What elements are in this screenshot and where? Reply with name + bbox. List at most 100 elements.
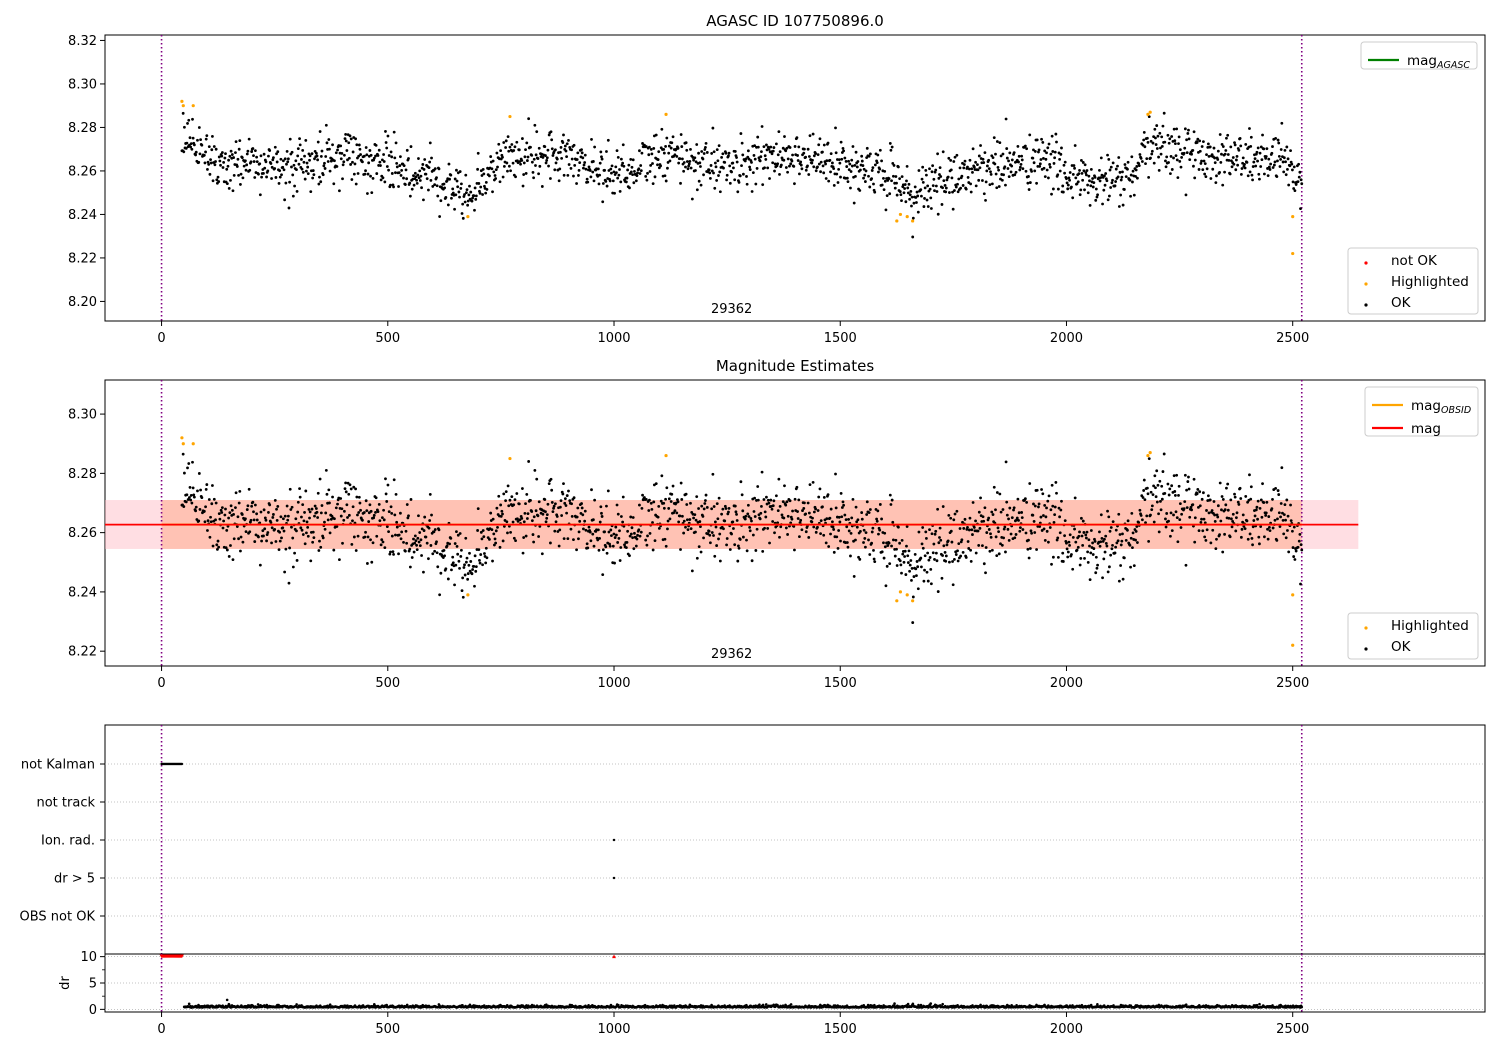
ok-point — [1045, 529, 1049, 533]
ok-point — [822, 533, 826, 537]
ok-point — [547, 164, 550, 168]
ok-point — [495, 151, 499, 155]
ok-point — [755, 167, 759, 170]
ok-point — [955, 153, 959, 157]
ok-point — [242, 164, 246, 168]
ok-point — [1126, 528, 1129, 532]
ok-point — [1009, 170, 1013, 174]
ok-point — [904, 573, 908, 576]
ok-point — [1142, 478, 1146, 482]
highlighted-point — [664, 453, 668, 458]
ok-point — [209, 158, 212, 162]
ok-point — [359, 153, 362, 156]
ok-point — [288, 180, 292, 184]
ok-point — [1154, 136, 1157, 140]
ok-point — [992, 485, 996, 489]
ok-point — [1273, 518, 1277, 522]
ok-point — [1258, 506, 1262, 510]
ok-point — [394, 171, 397, 175]
ok-point — [1177, 484, 1181, 488]
ok-point — [562, 173, 566, 177]
ok-point — [748, 525, 752, 529]
ok-point — [720, 155, 724, 159]
ok-point — [629, 158, 633, 161]
ok-point — [437, 528, 441, 532]
ok-point — [1084, 536, 1088, 540]
ok-point — [1168, 137, 1172, 141]
ok-point — [392, 185, 395, 189]
ok-point — [898, 177, 902, 181]
ok-point — [812, 154, 816, 158]
ok-point — [259, 510, 263, 514]
ok-point — [996, 166, 1000, 169]
ok-point — [645, 543, 649, 547]
ok-point — [976, 163, 979, 167]
ok-point — [1085, 169, 1089, 172]
ok-point — [263, 516, 267, 520]
ok-point — [580, 502, 583, 505]
ok-point — [1277, 493, 1281, 496]
ok-point — [385, 165, 389, 168]
ok-point — [735, 519, 739, 522]
ok-point — [219, 163, 222, 167]
ok-point — [652, 500, 656, 504]
ok-point — [1103, 537, 1106, 541]
ok-point — [605, 150, 608, 153]
ok-point — [1149, 513, 1152, 517]
ok-point — [395, 525, 399, 529]
ok-point — [207, 145, 211, 149]
ok-point — [1246, 174, 1250, 178]
ok-point — [814, 169, 818, 173]
ok-point — [572, 143, 576, 147]
ok-point — [482, 172, 486, 176]
ok-point — [1175, 127, 1179, 131]
ok-point — [428, 519, 432, 522]
ok-point — [430, 513, 433, 517]
ok-point — [393, 513, 397, 517]
ok-point — [454, 193, 458, 197]
ok-point — [959, 540, 963, 544]
ok-point — [559, 499, 563, 502]
ok-point — [1198, 149, 1202, 153]
ok-point — [1229, 145, 1233, 149]
ok-point — [785, 500, 789, 504]
ok-point — [530, 160, 534, 164]
ok-point — [1099, 540, 1103, 544]
ok-point — [502, 141, 506, 144]
ok-point — [613, 561, 616, 565]
ok-point — [1206, 142, 1210, 146]
ok-point — [317, 182, 321, 186]
ok-point — [859, 168, 862, 172]
ok-point — [258, 162, 262, 166]
ok-point — [900, 571, 903, 575]
ok-point — [1018, 526, 1022, 529]
ok-point — [622, 164, 626, 168]
ok-point — [788, 146, 792, 149]
ok-point — [382, 153, 386, 156]
ok-point — [1032, 502, 1035, 506]
ok-point — [1279, 148, 1283, 151]
flag-point — [180, 762, 184, 766]
ok-point — [1262, 147, 1266, 151]
ok-point — [762, 498, 766, 501]
ok-point — [929, 567, 933, 571]
ok-point — [564, 504, 568, 507]
ok-point — [960, 174, 964, 178]
ok-point — [408, 547, 412, 551]
ok-point — [1208, 145, 1212, 149]
ok-point — [753, 157, 757, 161]
ok-point — [1173, 494, 1177, 497]
ok-point — [904, 200, 908, 204]
ok-point — [954, 553, 958, 556]
ok-point — [474, 565, 478, 569]
ok-point — [1033, 169, 1037, 173]
ok-point — [513, 498, 517, 502]
ok-point — [268, 503, 272, 507]
ok-point — [909, 189, 913, 193]
ok-point — [324, 468, 328, 472]
ok-point — [786, 157, 790, 161]
ok-point — [730, 532, 733, 536]
ok-point — [408, 194, 412, 198]
ok-point — [860, 517, 864, 521]
ok-point — [1047, 494, 1051, 498]
